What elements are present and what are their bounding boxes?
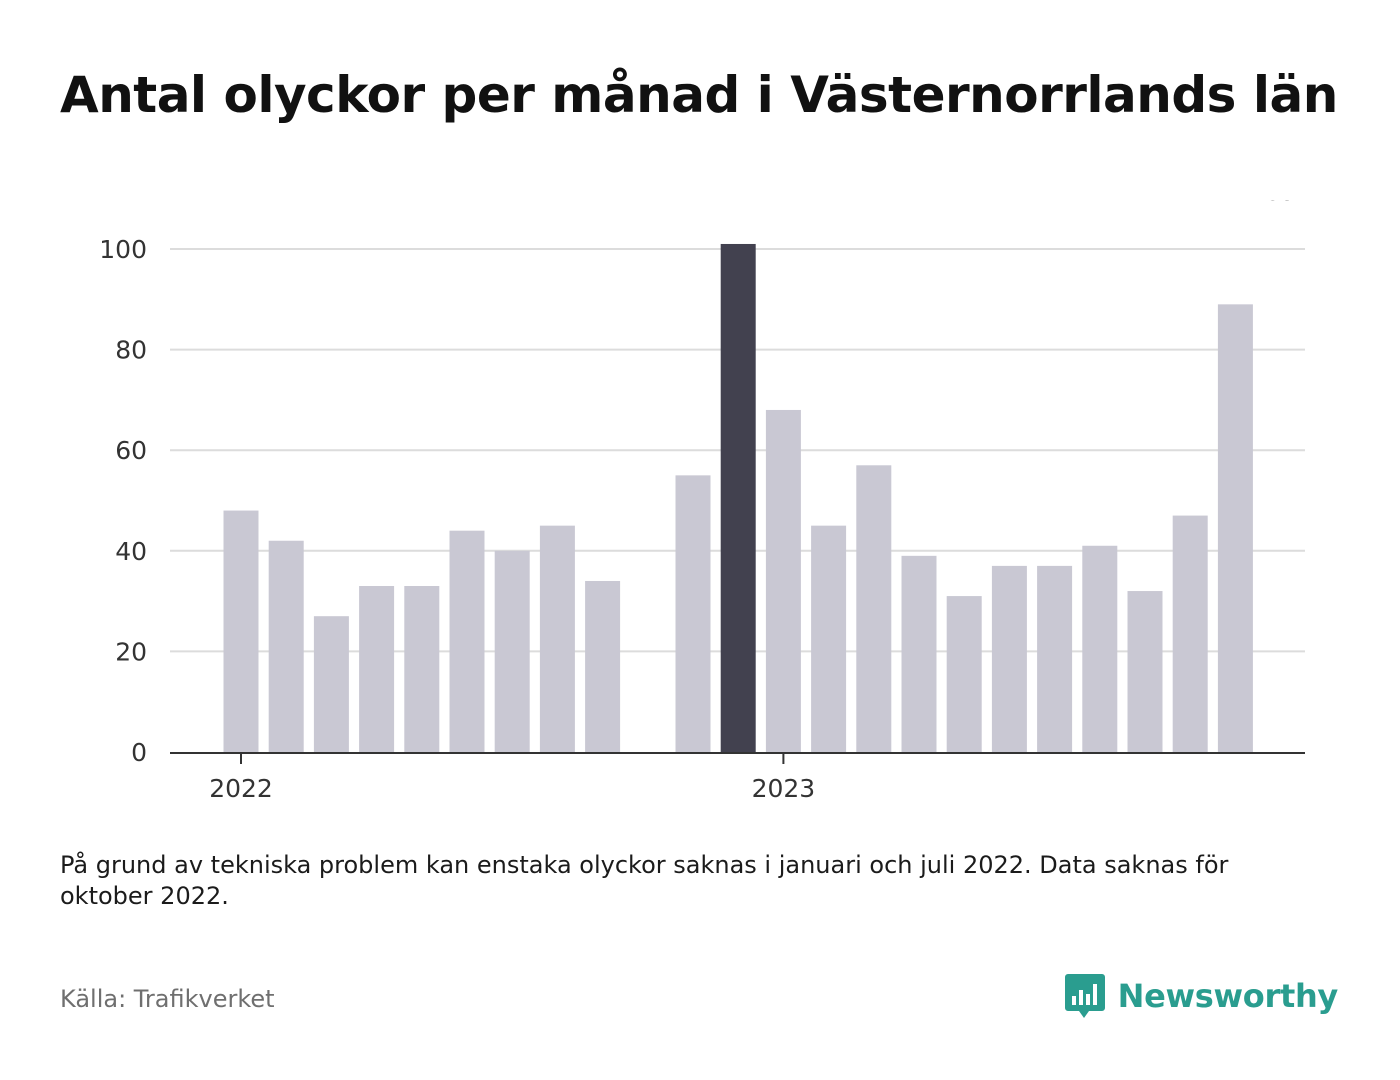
y-tick-label: 0 (131, 738, 147, 767)
bar-2023-02 (811, 525, 847, 752)
newsworthy-logo-icon (1064, 974, 1105, 1018)
bar-2023-06 (991, 565, 1027, 752)
bar-2023-11 (1217, 304, 1253, 752)
bar-2023-04 (901, 555, 937, 752)
bar-2022-05 (404, 586, 440, 752)
data-label: 89 (1265, 200, 1297, 206)
bar-2023-03 (856, 465, 892, 752)
chart-title: Antal olyckor per månad i Västernorrland… (60, 66, 1338, 124)
y-tick-label: 60 (115, 436, 147, 465)
bar-2022-01 (223, 510, 259, 752)
data-labels: 89 (1265, 200, 1297, 206)
chart-note: På grund av tekniska problem kan enstaka… (60, 851, 1229, 910)
brand-logo: Newsworthy (1064, 970, 1338, 1022)
y-tick-label: 20 (115, 637, 147, 666)
bar-2022-07 (494, 550, 530, 752)
bar-2023-09 (1127, 591, 1163, 752)
x-tick-label: 2023 (752, 774, 816, 803)
y-tick-label: 40 (115, 537, 147, 566)
y-axis-tick-labels: 0 20 40 60 80 100 (99, 235, 147, 767)
bar-2022-06 (449, 530, 485, 752)
x-tick-label: 2022 (209, 774, 273, 803)
y-tick-label: 80 (115, 336, 147, 365)
bar-2023-07 (1037, 565, 1073, 752)
bar-2022-02 (268, 540, 304, 752)
bar-2023-10 (1172, 515, 1208, 752)
bar-2023-08 (1082, 545, 1118, 752)
bar-2022-12 (720, 243, 756, 752)
bar-chart: 0 20 40 60 80 100 89 2022 2023 (99, 200, 1305, 803)
bars (223, 243, 1253, 752)
source-label: Källa: Trafikverket (60, 985, 275, 1013)
y-tick-label: 100 (99, 235, 147, 264)
bar-2022-08 (539, 525, 575, 752)
bar-2022-03 (313, 616, 349, 752)
bar-2022-11 (675, 475, 711, 752)
bar-2022-09 (585, 580, 621, 752)
bar-2023-01 (765, 409, 801, 752)
bar-2022-04 (359, 586, 395, 752)
brand-name: Newsworthy (1117, 977, 1339, 1015)
x-axis: 2022 2023 (170, 752, 1305, 803)
bar-2023-05 (946, 596, 982, 752)
